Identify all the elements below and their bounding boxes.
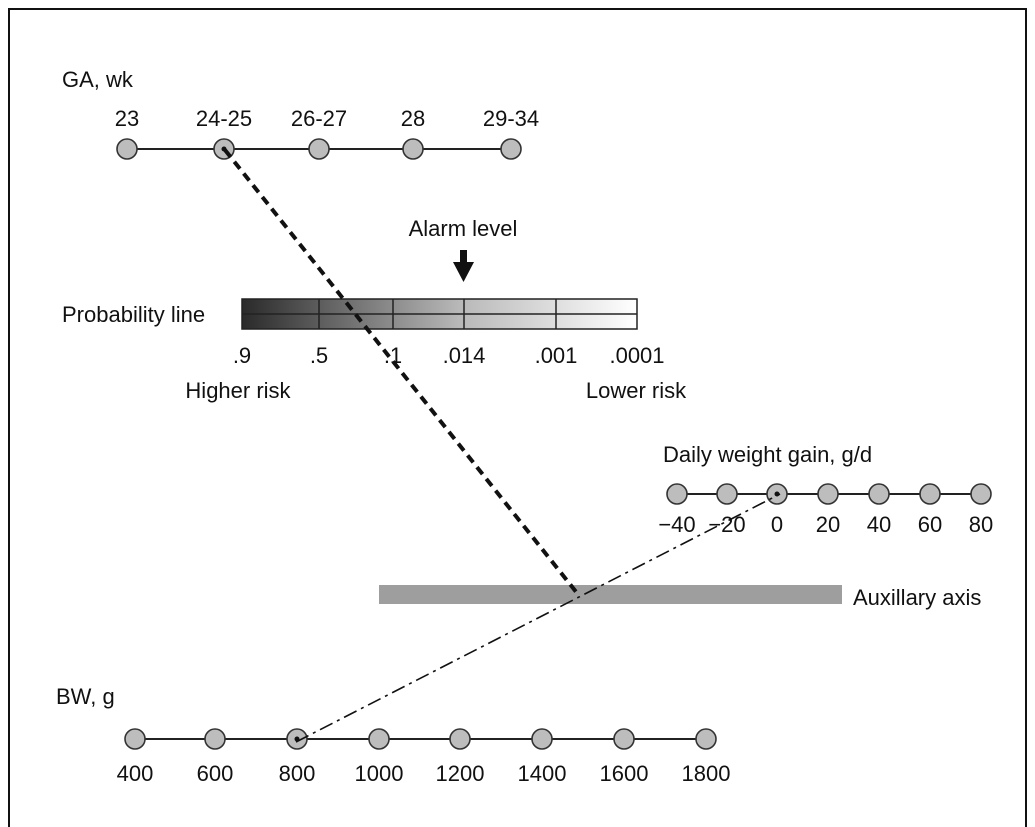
ga-node: [116, 138, 138, 160]
bw-tick-label: 1400: [518, 761, 567, 786]
weight-gain-node: [868, 483, 890, 505]
weight-gain-tick-label: 20: [816, 512, 840, 537]
ga-node: [402, 138, 424, 160]
weight-gain-tick-label: 60: [918, 512, 942, 537]
bw-tick-label: 800: [279, 761, 316, 786]
lower-risk-label: Lower risk: [586, 378, 687, 403]
weight-gain-tick-label: −20: [708, 512, 745, 537]
bw-tick-label: 1200: [436, 761, 485, 786]
weight-gain-node: [666, 483, 688, 505]
probability-tick-label: .0001: [609, 343, 664, 368]
bw-node: [368, 728, 390, 750]
probability-tick-label: .9: [233, 343, 251, 368]
weight-gain-tick-label: 40: [867, 512, 891, 537]
ga-node: [500, 138, 522, 160]
ga-tick-label: 28: [401, 106, 425, 131]
probability-axis: .9 .5 .1 .014 .001 .0001: [233, 299, 665, 368]
probability-tick-label: .1: [384, 343, 402, 368]
auxiliary-axis-bar: [379, 585, 842, 604]
ga-axis-title: GA, wk: [62, 67, 134, 92]
ga-tick-label: 24-25: [196, 106, 252, 131]
weight-gain-node: [716, 483, 738, 505]
bw-tick-label: 600: [197, 761, 234, 786]
probability-tick-label: .014: [443, 343, 486, 368]
ga-node: [308, 138, 330, 160]
bw-node: [124, 728, 146, 750]
weight-gain-node: [919, 483, 941, 505]
weight-gain-axis: −40 −20 0 20 40 60 80: [658, 483, 993, 537]
bw-node: [613, 728, 635, 750]
weight-gain-tick-label: 80: [969, 512, 993, 537]
probability-bar-outline: [241, 298, 638, 330]
ga-axis: 23 24-25 26-27 28 29-34: [115, 106, 539, 160]
higher-risk-label: Higher risk: [185, 378, 291, 403]
weight-gain-node: [970, 483, 992, 505]
probability-line-title: Probability line: [62, 302, 205, 327]
bw-node: [204, 728, 226, 750]
bw-axis: 400 600 800 1000 1200 1400 1600 1800: [117, 728, 731, 786]
bw-tick-label: 400: [117, 761, 154, 786]
bw-axis-title: BW, g: [56, 684, 115, 709]
weight-gain-axis-title: Daily weight gain, g/d: [663, 442, 872, 467]
weight-gain-tick-label: 0: [771, 512, 783, 537]
ga-to-auxiliary-dashed-line: [223, 148, 579, 595]
bw-tick-label: 1600: [600, 761, 649, 786]
alarm-arrow-icon: [453, 250, 474, 282]
figure-frame: [8, 8, 1027, 827]
probability-tick-label: .001: [535, 343, 578, 368]
auxiliary-axis-label: Auxillary axis: [853, 585, 981, 610]
ga-tick-label: 29-34: [483, 106, 539, 131]
bw-tick-label: 1000: [355, 761, 404, 786]
bw-node: [531, 728, 553, 750]
bw-tick-label: 1800: [682, 761, 731, 786]
probability-tick-label: .5: [310, 343, 328, 368]
weight-gain-tick-label: −40: [658, 512, 695, 537]
weight-gain-node: [817, 483, 839, 505]
bw-node: [695, 728, 717, 750]
ga-tick-label: 23: [115, 106, 139, 131]
bw-to-weight-gain-dashdot-line: [295, 493, 781, 743]
bw-node: [449, 728, 471, 750]
alarm-level-label: Alarm level: [409, 216, 518, 241]
ga-tick-label: 26-27: [291, 106, 347, 131]
